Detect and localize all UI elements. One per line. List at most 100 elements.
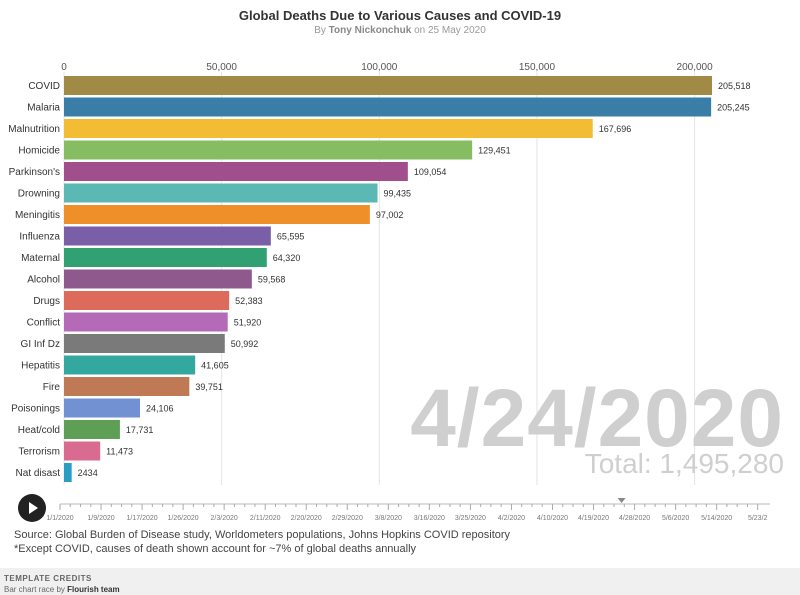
timeline-label: 4/10/2020 [537,515,568,522]
value-label: 41,605 [201,361,229,371]
byline-author: Tony Nickonchuk [328,25,412,36]
value-label: 109,054 [414,167,447,177]
bar [64,291,230,310]
timeline-label: 3/25/2020 [455,515,486,522]
value-label: 59,568 [258,275,286,285]
bar [64,205,370,224]
value-label: 52,383 [235,296,263,306]
timeline-label: 1/9/2020 [87,515,114,522]
category-label: Malnutrition [8,124,60,135]
credits-text: Bar chart race by [4,585,65,594]
category-label: Homicide [18,146,60,157]
x-tick-label: 50,000 [206,62,237,73]
play-button[interactable] [18,494,46,522]
bar [64,312,228,332]
timeline-label: 4/19/2020 [578,515,609,522]
category-label: GI Inf Dz [21,339,60,350]
timeline-label: 2/20/2020 [291,515,322,522]
category-label: Drowning [18,189,60,200]
bar [64,226,271,246]
bar [64,162,408,181]
category-label: Fire [43,382,61,393]
category-label: Influenza [19,232,60,243]
bar [64,334,225,353]
bar [64,420,120,439]
value-label: 205,245 [717,103,750,113]
footnote-text: *Except COVID, causes of death shown acc… [14,543,417,555]
timeline-label: 4/28/2020 [619,515,650,522]
value-label: 11,473 [106,447,133,457]
bar [64,183,378,203]
value-label: 17,731 [126,425,154,435]
category-label: Drugs [33,296,60,307]
x-tick-label: 0 [61,62,67,73]
timeline-label: 4/2/2020 [498,515,525,522]
timeline-label: 2/3/2020 [211,515,238,522]
timeline-label: 1/26/2020 [168,515,199,522]
value-label: 129,451 [478,146,511,156]
value-label: 2434 [78,468,98,478]
category-label: Poisonings [11,404,60,415]
category-label: Terrorism [18,447,60,458]
value-label: 39,751 [195,382,223,392]
value-label: 64,320 [273,253,301,263]
bar [64,463,72,482]
timeline-label: 3/8/2020 [375,515,402,522]
category-label: Malaria [27,103,60,114]
x-tick-label: 100,000 [361,62,398,73]
category-label: Nat disast [16,468,61,479]
category-label: Heat/cold [18,425,60,436]
x-tick-label: 150,000 [519,62,556,73]
value-label: 97,002 [376,210,404,220]
timeline-label: 2/11/2020 [250,515,281,522]
credits-team-link[interactable]: Flourish team [67,585,120,594]
chart-title: Global Deaths Due to Various Causes and … [238,8,562,23]
timeline-label: 5/23/2 [748,515,768,522]
bar [64,355,196,375]
total-deaths-label: Total: 1,495,280 [584,448,784,479]
template-credits: TEMPLATE CREDITS Bar chart race by Flour… [4,573,120,595]
category-label: Alcohol [27,275,60,286]
timeline-slider[interactable]: 1/1/2020 1/9/2020 1/17/2020 1/26/2020 2/3/20… [40,498,780,526]
category-label: COVID [28,81,60,92]
timeline-label: 2/29/2020 [332,515,363,522]
source-text: Source: Global Burden of Disease study, … [14,529,511,541]
x-tick-label: 200,000 [677,62,714,73]
value-label: 24,106 [146,404,174,414]
category-label: Parkinson's [9,167,60,178]
chart-card: Global Deaths Due to Various Causes and … [0,0,800,568]
bar [64,76,712,95]
byline-date: on 25 May 2020 [414,25,486,36]
timeline-label: 3/16/2020 [414,515,445,522]
bar [64,377,190,396]
bar [64,398,141,418]
value-label: 167,696 [599,124,632,134]
byline-prefix: By [314,25,326,36]
category-label: Maternal [21,253,60,264]
timeline-handle[interactable] [617,498,626,503]
value-label: 99,435 [384,189,412,199]
bar [64,97,712,117]
bar [64,140,473,160]
bar [64,119,593,138]
timeline-label: 5/6/2020 [662,515,689,522]
credits-line: Bar chart race by Flourish team [4,584,120,595]
bar [64,441,101,461]
timeline-label: 1/17/2020 [127,515,158,522]
value-label: 50,992 [231,339,259,349]
category-label: Conflict [27,318,61,329]
footer-notes: Source: Global Burden of Disease study, … [14,528,510,556]
current-date-label: 4/24/2020 [410,373,784,464]
category-label: Meningitis [15,210,60,221]
value-label: 205,518 [718,81,751,91]
bar [64,248,267,267]
bar [64,269,252,289]
timeline-label: 5/14/2020 [701,515,732,522]
value-label: 65,595 [277,232,305,242]
timeline-label: 1/1/2020 [46,515,73,522]
category-label: Hepatitis [21,361,60,372]
value-label: 51,920 [234,318,262,328]
chart-byline: By Tony Nickonchuk on 25 May 2020 [0,25,800,36]
bar-chart: 0 50,000 100,000 150,000 200,000 COVID 205,518… [8,62,751,485]
credits-heading: TEMPLATE CREDITS [4,574,92,583]
